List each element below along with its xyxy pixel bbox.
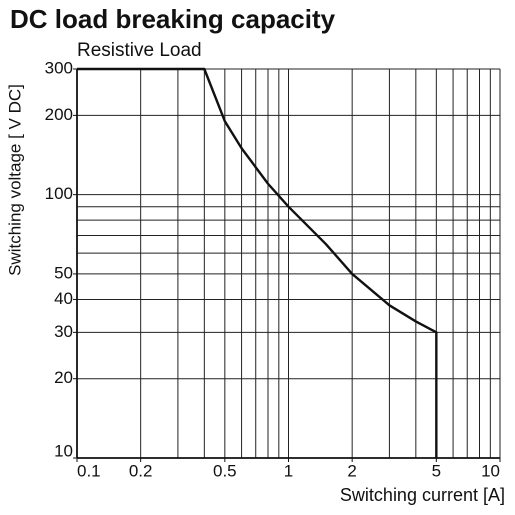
y-tick-label: 50 (54, 263, 73, 282)
y-tick-label: 30 (54, 322, 73, 341)
x-tick-label: 0.2 (129, 461, 153, 480)
y-tick-label: 300 (45, 58, 73, 77)
chart-subtitle: Resistive Load (77, 40, 202, 61)
data-line (77, 67, 438, 458)
y-tick-label: 200 (45, 105, 73, 124)
y-tick-label: 20 (54, 368, 73, 387)
y-tick-label: 100 (45, 184, 73, 203)
x-tick-label: 2 (347, 461, 356, 480)
x-tick-label: 5 (432, 461, 441, 480)
x-axis-label: Switching current [A] (340, 485, 505, 505)
chart-title: DC load breaking capacity (10, 4, 336, 34)
x-tick-label: 1 (284, 461, 293, 480)
y-tick-label: 10 (54, 441, 73, 460)
y-tick-label: 40 (54, 289, 73, 308)
x-tick-label: 10 (481, 461, 500, 480)
y-axis-label: Switching voltage [ V DC] (5, 84, 24, 276)
x-tick-label: 0.5 (213, 461, 237, 480)
x-tick-label: 0.1 (77, 461, 101, 480)
